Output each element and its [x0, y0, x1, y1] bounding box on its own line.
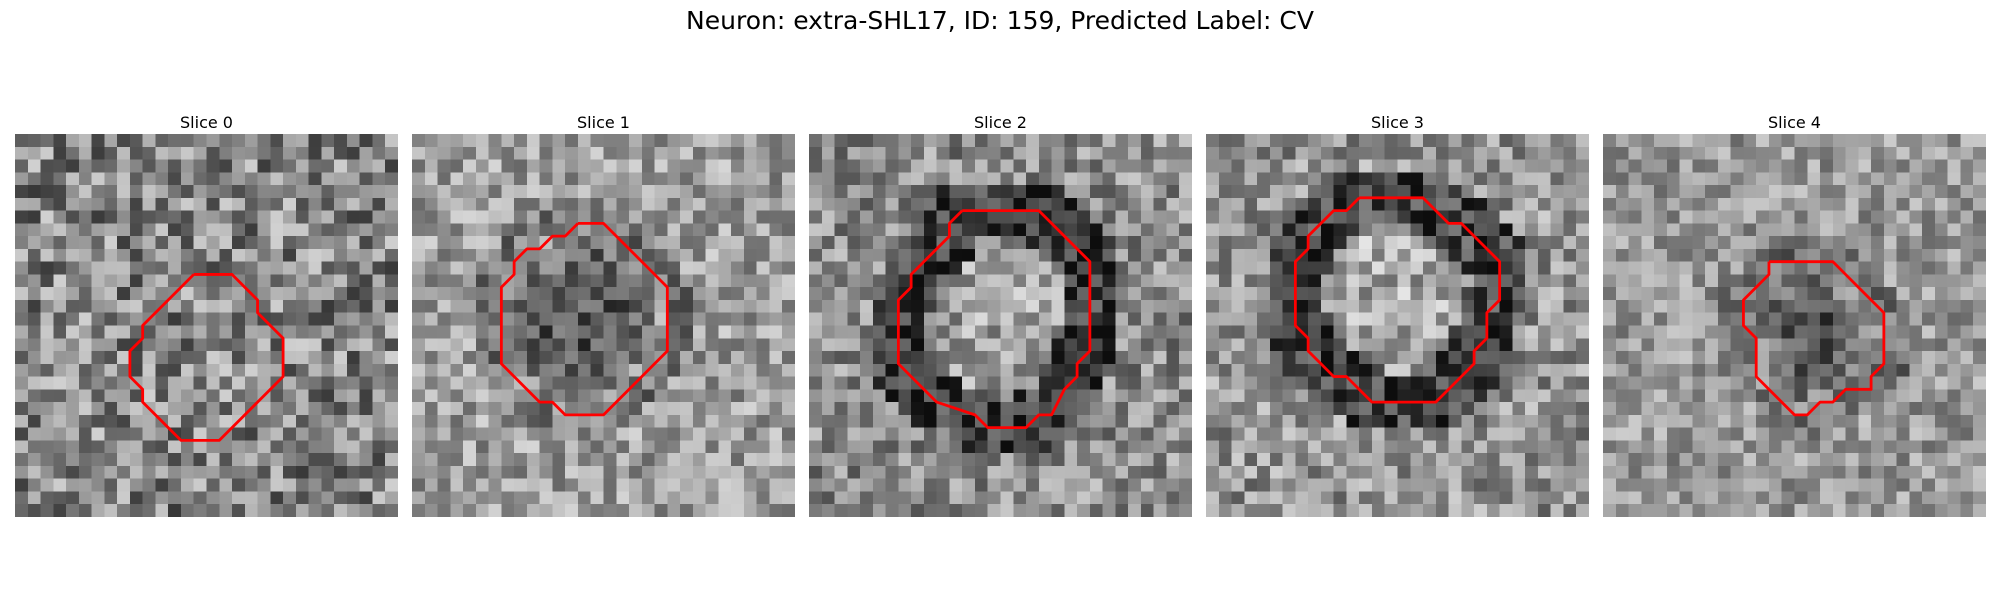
roi-contour	[499, 221, 669, 417]
slice-contour-overlay	[1742, 260, 1886, 417]
roi-contour	[896, 209, 1092, 430]
slice-title: Slice 1	[577, 113, 630, 132]
slice-panel-4: Slice 4	[1603, 112, 1986, 517]
slice-panel-3: Slice 3	[1206, 112, 1589, 517]
slice-contour-overlay	[896, 209, 1092, 430]
slice-panel-0: Slice 0	[15, 112, 398, 517]
slice-title: Slice 2	[974, 113, 1027, 132]
slice-contour-overlay	[128, 273, 285, 442]
roi-contour	[1742, 260, 1886, 417]
slice-title: Slice 3	[1371, 113, 1424, 132]
slice-title: Slice 0	[180, 113, 233, 132]
slice-contour-overlay	[499, 221, 669, 417]
slice-contour-overlay	[1293, 196, 1502, 404]
slice-image	[15, 134, 398, 517]
slice-image	[1603, 134, 1986, 517]
slice-image	[809, 134, 1192, 517]
slice-title: Slice 4	[1768, 113, 1821, 132]
slice-image	[412, 134, 795, 517]
slice-panel-1: Slice 1	[412, 112, 795, 517]
roi-contour	[128, 273, 285, 442]
figure-title: Neuron: extra-SHL17, ID: 159, Predicted …	[686, 6, 1314, 35]
slice-panel-2: Slice 2	[809, 112, 1192, 517]
roi-contour	[1293, 196, 1502, 404]
